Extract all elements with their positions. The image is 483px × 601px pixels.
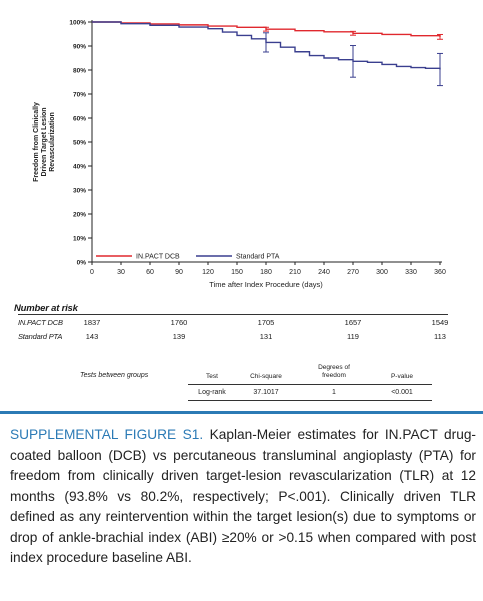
risk-value: 131 <box>259 332 273 341</box>
stats-cell-df: 1 <box>332 389 336 396</box>
x-tick-label: 330 <box>405 269 417 276</box>
stats-cell-chi-square: 37.1017 <box>253 389 279 396</box>
y-axis-label-line: Driven Target Lesion <box>41 107 48 176</box>
legend-label-dcb: IN.PACT DCB <box>136 254 180 261</box>
caption-body: Kaplan-Meier estimates for IN.PACT drug-… <box>10 427 476 565</box>
figure-caption: SUPPLEMENTAL FIGURE S1. Kaplan-Meier est… <box>10 425 476 569</box>
stats-rule-bottom <box>188 400 432 401</box>
y-tick-label: 50% <box>73 140 86 147</box>
y-tick-label: 90% <box>73 44 86 51</box>
y-tick-label: 100% <box>69 20 86 27</box>
x-tick-label: 0 <box>90 269 94 276</box>
risk-value: 1549 <box>431 318 449 327</box>
y-tick-label: 10% <box>73 236 86 243</box>
x-tick-label: 240 <box>318 269 330 276</box>
stats-rule-top <box>188 384 432 385</box>
x-tick-label: 90 <box>175 269 183 276</box>
x-tick-label: 60 <box>146 269 154 276</box>
series-line-pta <box>92 21 441 70</box>
x-tick-label: 300 <box>376 269 388 276</box>
y-axis-label-line: Revascularization <box>49 112 56 172</box>
x-tick-label: 210 <box>289 269 301 276</box>
risk-value: 113 <box>434 332 446 341</box>
x-tick-label: 270 <box>347 269 359 276</box>
figure-area: 0% 10% 20% 30% 40% 50% 60% 70% 80% 90% 100% 0 30 60 90… <box>14 20 449 401</box>
risk-table-title: Number at risk <box>14 303 78 314</box>
risk-value: 1837 <box>83 318 101 327</box>
stats-header-chi-square: Chi-square <box>250 373 282 380</box>
y-tick-label: 30% <box>73 188 86 195</box>
y-tick-label: 60% <box>73 116 86 123</box>
y-axis-label-line: Freedom from Clinically <box>33 102 40 182</box>
stats-header-test: Test <box>206 373 218 380</box>
risk-value: 143 <box>85 332 99 341</box>
y-tick-label: 70% <box>73 92 86 99</box>
risk-row-label: IN.PACT DCB <box>18 318 63 327</box>
stats-cell-p-value: <0.001 <box>391 389 413 396</box>
x-tick-label: 180 <box>260 269 272 276</box>
stats-group-label: Tests between groups <box>80 372 149 379</box>
risk-value: 139 <box>172 332 186 341</box>
y-tick-label: 40% <box>73 164 86 171</box>
y-tick-label: 20% <box>73 212 86 219</box>
x-axis-label: Time after Index Procedure (days) <box>209 280 323 289</box>
risk-value: 1657 <box>344 318 362 327</box>
risk-row-label: Standard PTA <box>18 332 63 341</box>
risk-value: 119 <box>347 332 359 341</box>
stats-cell-test: Log-rank <box>198 389 226 396</box>
y-tick-label: 80% <box>73 68 86 75</box>
x-tick-label: 30 <box>117 269 125 276</box>
stats-header-p-value: P-value <box>390 373 414 380</box>
x-tick-label: 120 <box>202 269 214 276</box>
caption-lead: SUPPLEMENTAL FIGURE S1. <box>10 427 204 442</box>
x-tick-label: 360 <box>434 269 446 276</box>
y-tick-label: 0% <box>77 260 87 267</box>
risk-table-rule <box>18 314 448 315</box>
legend-label-pta: Standard PTA <box>236 254 280 261</box>
x-tick-label: 150 <box>231 269 243 276</box>
risk-value: 1760 <box>170 318 188 327</box>
caption-divider <box>0 411 483 414</box>
stats-header-degrees-of-freedom: Degrees of freedom <box>318 364 350 379</box>
risk-value: 1705 <box>257 318 275 327</box>
km-chart: 0% 10% 20% 30% 40% 50% 60% 70% 80% 90% 100% 0 30 60 90… <box>33 20 446 290</box>
